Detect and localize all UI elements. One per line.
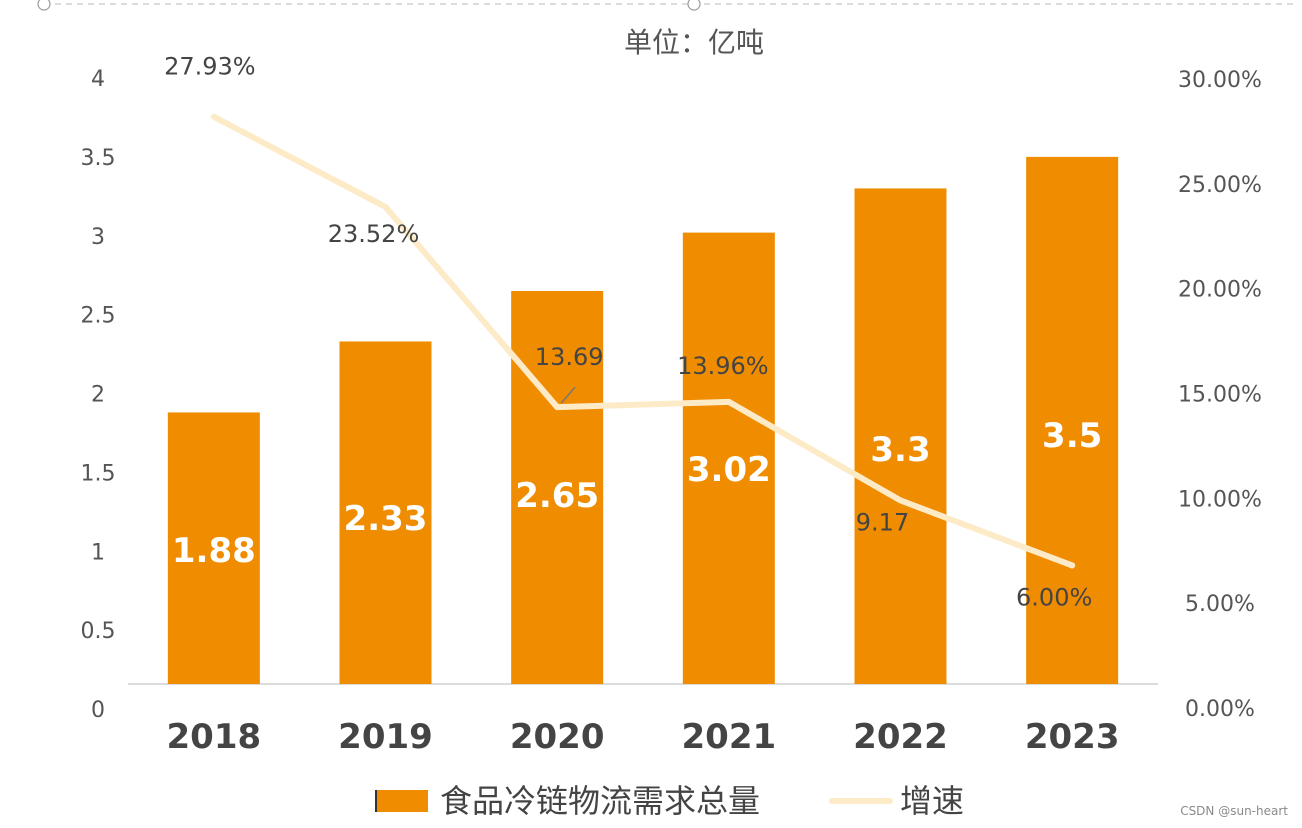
right-axis-tick-label: 0.00% bbox=[1185, 697, 1255, 722]
legend-label-bar: 食品冷链物流需求总量 bbox=[440, 782, 760, 820]
line-series bbox=[210, 113, 1076, 569]
left-axis-tick-label: 0 bbox=[91, 698, 105, 723]
bar-data-labels: 1.88 2.33 2.65 3.02 3.3 3.5 bbox=[172, 416, 1102, 571]
line-data-label: 6.00% bbox=[1016, 583, 1092, 611]
x-axis-tick-label: 2019 bbox=[338, 717, 433, 757]
x-axis-tick-label: 2022 bbox=[853, 717, 948, 757]
legend-swatch-bar bbox=[376, 790, 428, 812]
line-data-label: 9.17 bbox=[856, 508, 909, 536]
right-axis-tick-label: 15.00% bbox=[1178, 383, 1262, 408]
left-axis-tick-label: 0.5 bbox=[81, 619, 116, 644]
bar bbox=[339, 341, 432, 684]
legend-label-line: 增速 bbox=[900, 782, 964, 820]
right-axis-tick-label: 20.00% bbox=[1178, 278, 1262, 303]
x-axis-ticks: 2018 2019 2020 2021 2022 2023 bbox=[167, 717, 1120, 757]
growth-line bbox=[210, 113, 1076, 569]
bar bbox=[682, 232, 775, 684]
x-axis-tick-label: 2023 bbox=[1025, 717, 1120, 757]
left-axis-tick-label: 4 bbox=[91, 67, 105, 92]
left-axis-tick-label: 1.5 bbox=[81, 461, 116, 486]
right-axis-tick-label: 25.00% bbox=[1178, 173, 1262, 198]
legend: 食品冷链物流需求总量 增速 bbox=[375, 782, 964, 820]
line-point bbox=[897, 497, 904, 504]
line-point bbox=[1069, 562, 1076, 569]
left-axis-tick-label: 2 bbox=[91, 383, 105, 408]
line-point bbox=[554, 404, 561, 411]
right-axis-tick-label: 10.00% bbox=[1178, 487, 1262, 512]
bar bbox=[1026, 156, 1119, 684]
resize-handle-left[interactable] bbox=[37, 0, 51, 11]
line-data-labels: 27.93% 23.52% 13.69 13.96% 9.17 6.00% bbox=[164, 53, 1092, 612]
bar-data-label: 1.88 bbox=[172, 531, 256, 571]
bar bbox=[167, 412, 260, 684]
left-axis-tick-label: 3 bbox=[91, 225, 105, 250]
left-axis-tick-label: 1 bbox=[91, 540, 105, 565]
line-point bbox=[725, 398, 732, 405]
watermark: CSDN @sun-heart bbox=[1180, 804, 1288, 818]
line-data-label: 23.52% bbox=[328, 220, 420, 248]
resize-handle-center[interactable] bbox=[687, 0, 701, 11]
x-axis-tick-label: 2021 bbox=[682, 717, 777, 757]
bar-data-label: 3.02 bbox=[687, 450, 771, 490]
x-axis-tick-label: 2020 bbox=[510, 717, 605, 757]
right-axis: 0.00% 5.00% 10.00% 15.00% 20.00% 25.00% 30.00% bbox=[1178, 68, 1262, 722]
line-point bbox=[210, 113, 217, 120]
bar bbox=[854, 188, 947, 685]
bar-data-label: 3.3 bbox=[870, 430, 930, 470]
right-axis-tick-label: 5.00% bbox=[1185, 592, 1255, 617]
x-axis-tick-label: 2018 bbox=[167, 717, 262, 757]
bar bbox=[511, 290, 604, 684]
label-leader-line bbox=[560, 386, 576, 404]
bar-data-label: 2.33 bbox=[344, 499, 428, 539]
left-axis-tick-label: 2.5 bbox=[81, 304, 116, 329]
left-axis-tick-label: 3.5 bbox=[81, 146, 116, 171]
right-axis-tick-label: 30.00% bbox=[1178, 68, 1262, 93]
bar-data-label: 2.65 bbox=[515, 476, 599, 516]
bar-data-label: 3.5 bbox=[1042, 416, 1102, 456]
line-data-label: 13.96% bbox=[677, 352, 769, 380]
line-data-label: 13.69 bbox=[535, 343, 604, 371]
left-axis: 0 0.5 1 1.5 2 2.5 3 3.5 4 bbox=[81, 67, 116, 723]
line-point bbox=[382, 203, 389, 210]
bar-series bbox=[167, 156, 1119, 685]
chart-title: 单位：亿吨 bbox=[624, 26, 764, 59]
line-data-label: 27.93% bbox=[164, 53, 256, 81]
